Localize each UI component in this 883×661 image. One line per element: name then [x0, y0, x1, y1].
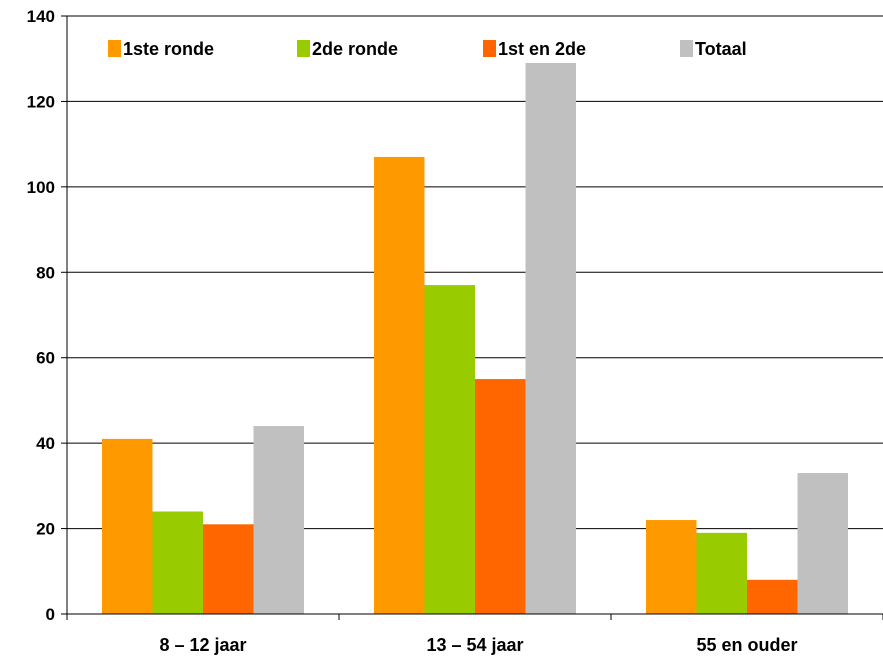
y-tick-labels: 0 20 40 60 80 100 120 140	[27, 7, 55, 624]
y-tick-label: 40	[36, 434, 55, 453]
y-tick-label: 80	[36, 263, 55, 282]
bar	[424, 285, 475, 614]
x-category-label: 55 en ouder	[696, 635, 797, 655]
bar	[646, 520, 697, 614]
bar	[797, 473, 848, 614]
y-tick-label: 0	[46, 605, 55, 624]
legend-swatch	[483, 40, 496, 57]
legend-swatch	[680, 40, 693, 57]
bar	[102, 438, 153, 614]
legend-label: 1ste ronde	[123, 39, 214, 59]
y-tick-label: 120	[27, 92, 55, 111]
legend-swatch	[108, 40, 121, 57]
x-category-label: 8 – 12 jaar	[159, 635, 246, 655]
bars	[102, 62, 848, 614]
legend-label: Totaal	[695, 39, 747, 59]
axes	[61, 15, 883, 620]
x-category-labels: 8 – 12 jaar 13 – 54 jaar 55 en ouder	[159, 635, 797, 655]
legend: 1ste ronde 2de ronde 1st en 2de Totaal	[108, 39, 747, 59]
y-tick-label: 140	[27, 7, 55, 26]
bar	[374, 156, 425, 614]
bar	[152, 511, 203, 614]
bar	[253, 426, 304, 614]
legend-swatch	[297, 40, 310, 57]
y-tick-label: 20	[36, 520, 55, 539]
x-category-label: 13 – 54 jaar	[426, 635, 523, 655]
bar	[475, 379, 526, 614]
y-tick-label: 100	[27, 178, 55, 197]
y-tick-label: 60	[36, 349, 55, 368]
bar	[203, 524, 254, 614]
legend-label: 1st en 2de	[498, 39, 586, 59]
bar	[696, 532, 747, 614]
bar	[747, 579, 798, 614]
bar	[525, 62, 576, 614]
legend-label: 2de ronde	[312, 39, 398, 59]
